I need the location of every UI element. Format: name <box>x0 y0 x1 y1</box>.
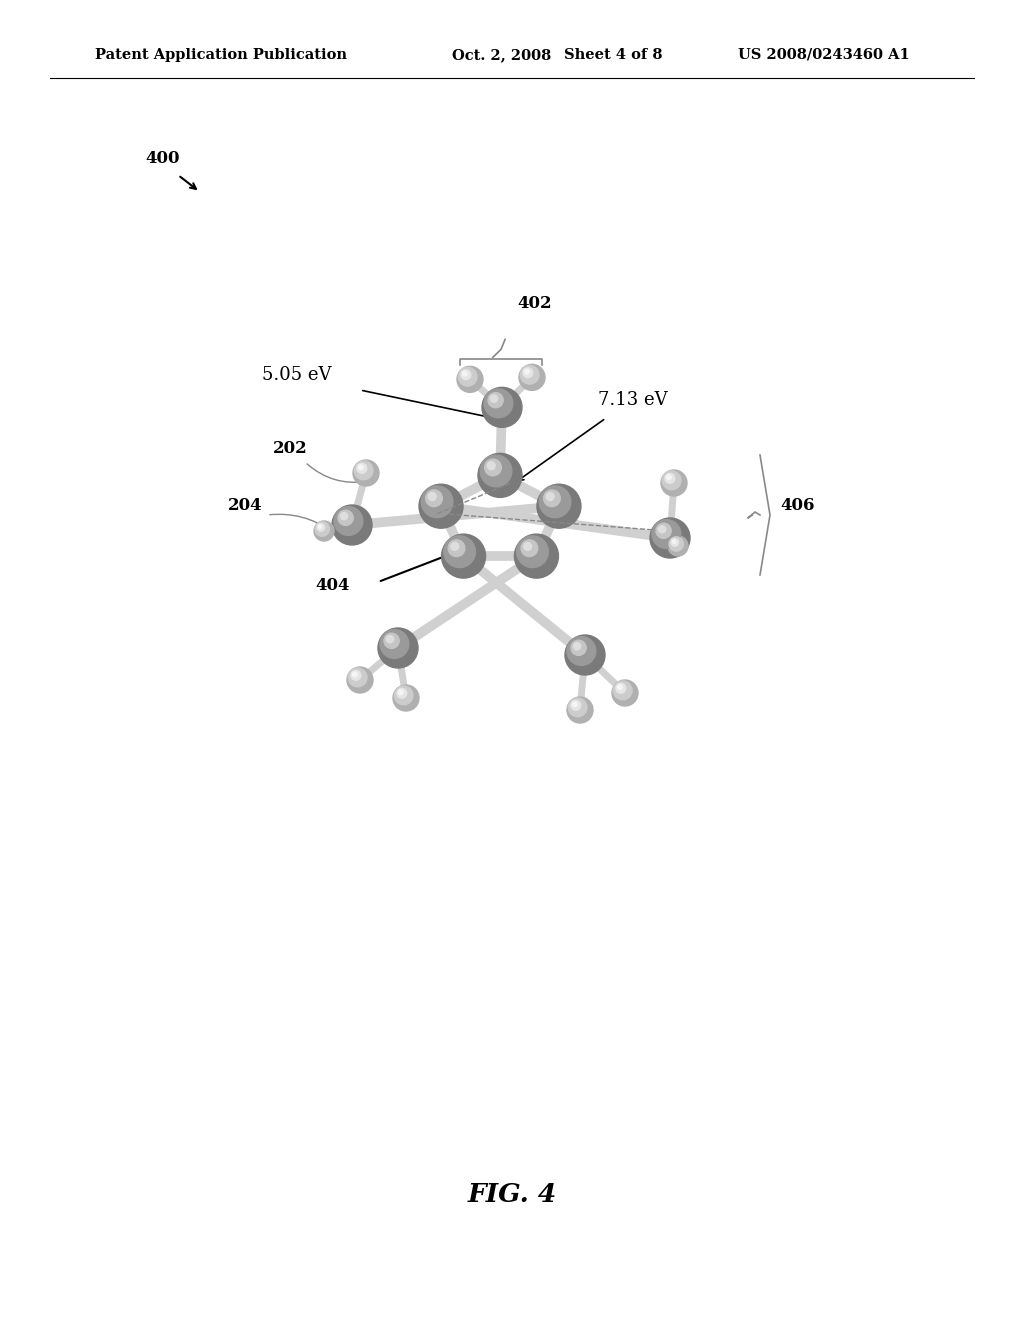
Circle shape <box>667 475 671 479</box>
Text: 402: 402 <box>517 294 552 312</box>
Circle shape <box>490 395 498 403</box>
Circle shape <box>340 512 347 520</box>
Circle shape <box>540 486 570 517</box>
Circle shape <box>459 367 477 387</box>
Circle shape <box>488 392 503 408</box>
Circle shape <box>318 525 322 528</box>
Circle shape <box>317 524 325 531</box>
Circle shape <box>426 490 442 507</box>
Circle shape <box>519 364 545 391</box>
Circle shape <box>658 525 666 533</box>
Circle shape <box>662 470 687 496</box>
Circle shape <box>443 536 475 568</box>
Text: Sheet 4 of 8: Sheet 4 of 8 <box>564 48 663 62</box>
Text: 400: 400 <box>145 150 179 168</box>
Circle shape <box>565 635 605 675</box>
Circle shape <box>671 539 679 546</box>
Circle shape <box>567 636 596 665</box>
Circle shape <box>571 701 581 710</box>
Circle shape <box>537 484 581 528</box>
Circle shape <box>351 671 360 680</box>
Text: 202: 202 <box>273 440 308 457</box>
Circle shape <box>665 474 675 483</box>
Text: Oct. 2, 2008: Oct. 2, 2008 <box>452 48 551 62</box>
Circle shape <box>484 389 513 417</box>
Circle shape <box>546 492 554 500</box>
Circle shape <box>567 697 593 723</box>
Circle shape <box>568 698 587 717</box>
Circle shape <box>384 634 399 648</box>
Circle shape <box>457 367 483 392</box>
Circle shape <box>615 684 626 693</box>
Circle shape <box>573 643 581 649</box>
Text: Patent Application Publication: Patent Application Publication <box>95 48 347 62</box>
Circle shape <box>441 535 485 578</box>
Circle shape <box>613 681 632 700</box>
Circle shape <box>334 507 362 536</box>
Circle shape <box>652 520 681 548</box>
Circle shape <box>386 636 393 643</box>
Circle shape <box>524 370 529 374</box>
Circle shape <box>461 370 471 380</box>
Circle shape <box>315 521 330 536</box>
Circle shape <box>668 536 688 556</box>
Text: 7.13 eV: 7.13 eV <box>598 391 668 409</box>
Circle shape <box>398 690 403 694</box>
Circle shape <box>514 535 558 578</box>
Circle shape <box>463 371 467 376</box>
Text: FIG. 4: FIG. 4 <box>467 1183 557 1208</box>
Circle shape <box>656 523 671 539</box>
Circle shape <box>480 455 512 487</box>
Circle shape <box>663 471 681 490</box>
Text: 404: 404 <box>315 577 349 594</box>
Circle shape <box>487 462 496 470</box>
Circle shape <box>669 537 683 552</box>
Circle shape <box>544 490 560 507</box>
Circle shape <box>484 459 502 475</box>
Circle shape <box>378 628 418 668</box>
Circle shape <box>421 486 453 517</box>
Circle shape <box>650 517 690 558</box>
Circle shape <box>354 461 373 479</box>
Circle shape <box>338 511 353 525</box>
Circle shape <box>672 540 676 544</box>
Circle shape <box>353 459 379 486</box>
Circle shape <box>520 366 539 384</box>
Circle shape <box>393 685 419 711</box>
Circle shape <box>348 668 367 686</box>
Circle shape <box>419 484 463 528</box>
Circle shape <box>617 685 623 689</box>
Circle shape <box>357 463 367 474</box>
Circle shape <box>612 680 638 706</box>
Text: 406: 406 <box>780 498 814 513</box>
Circle shape <box>397 689 407 698</box>
Circle shape <box>347 667 373 693</box>
Circle shape <box>523 543 531 550</box>
Text: 5.05 eV: 5.05 eV <box>262 366 332 384</box>
Circle shape <box>478 453 522 498</box>
Circle shape <box>517 536 548 568</box>
Circle shape <box>358 465 364 470</box>
Circle shape <box>380 630 409 659</box>
Circle shape <box>451 543 459 550</box>
Circle shape <box>482 387 522 428</box>
Text: US 2008/0243460 A1: US 2008/0243460 A1 <box>738 48 909 62</box>
Text: 204: 204 <box>228 498 262 513</box>
Circle shape <box>352 672 357 677</box>
Circle shape <box>572 702 578 706</box>
Circle shape <box>394 686 413 705</box>
Circle shape <box>523 368 532 378</box>
Circle shape <box>521 540 538 557</box>
Circle shape <box>571 640 586 656</box>
Circle shape <box>449 540 465 557</box>
Circle shape <box>314 521 334 541</box>
Circle shape <box>428 492 436 500</box>
Circle shape <box>332 506 372 545</box>
